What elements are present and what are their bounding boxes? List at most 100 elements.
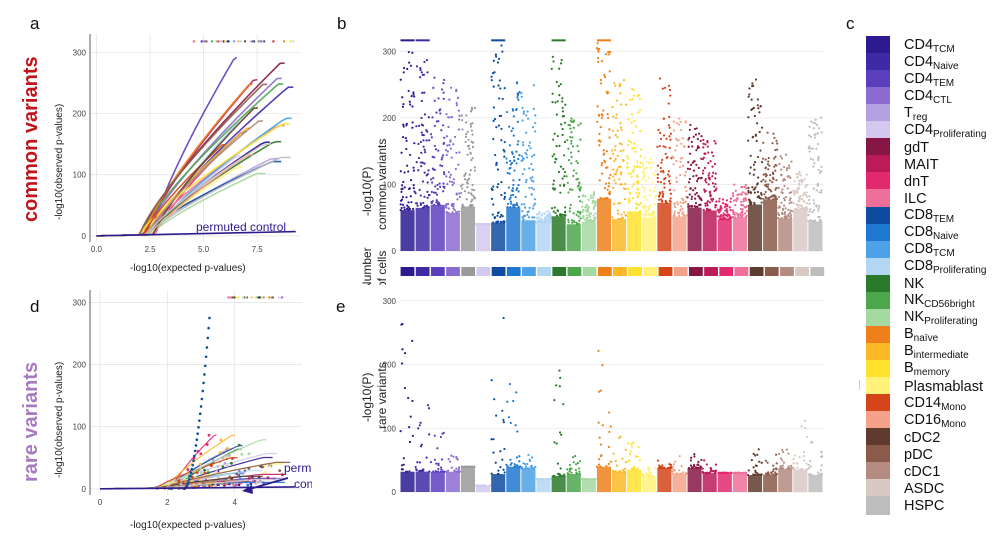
manhattan-point (597, 349, 600, 352)
legend-label: ILC (904, 191, 927, 207)
manhattan-point (600, 161, 604, 165)
manhattan-point (653, 186, 657, 189)
legend-label: CD8Proliferating (904, 258, 986, 276)
manhattan-point (592, 200, 596, 203)
manhattan-point (439, 185, 442, 189)
manhattan-point (706, 204, 709, 207)
manhattan-point (803, 192, 806, 195)
manhattan-point (709, 193, 712, 196)
manhattan-base (400, 210, 415, 251)
manhattan-point (513, 159, 516, 162)
manhattan-base (460, 206, 476, 251)
qq-point (207, 326, 210, 330)
manhattan-point (423, 162, 426, 165)
manhattan-point (781, 459, 784, 462)
manhattan-point (648, 204, 652, 207)
manhattan-point (722, 212, 725, 215)
panel-letter-e: e (336, 297, 346, 316)
manhattan-point (435, 462, 438, 465)
manhattan-point (467, 144, 471, 148)
manhattan-point (539, 221, 543, 224)
legend-item: CD14Mono (866, 394, 966, 414)
manhattan-point (694, 197, 697, 200)
manhattan-point (408, 187, 411, 191)
manhattan-point (753, 161, 757, 164)
manhattan-point (455, 467, 458, 470)
manhattan-point (401, 468, 404, 471)
legend-label-base: CD8 (904, 241, 934, 258)
qq-saturated-point (267, 296, 270, 299)
manhattan-point (421, 133, 424, 137)
manhattan-point (528, 206, 531, 209)
manhattan-point (469, 169, 472, 172)
manhattan-point (737, 471, 741, 474)
manhattan-point (772, 468, 775, 471)
manhattan-point (547, 478, 551, 481)
manhattan-point (455, 193, 458, 196)
manhattan-point (800, 425, 803, 428)
manhattan-point (648, 468, 651, 472)
manhattan-point (464, 172, 467, 175)
manhattan-point (571, 221, 574, 224)
manhattan-point (423, 113, 427, 116)
manhattan-point (653, 196, 656, 199)
qq-point (199, 471, 203, 474)
manhattan-point (426, 181, 429, 184)
manhattan-point (529, 147, 532, 150)
manhattan-point (437, 467, 440, 471)
manhattan-point (775, 462, 778, 465)
qq-point (247, 466, 251, 470)
manhattan-point (597, 458, 601, 461)
manhattan-point (729, 200, 732, 203)
legend-item: NKCD56bright (866, 291, 975, 311)
manhattan-point (646, 208, 650, 212)
manhattan-point (522, 218, 525, 221)
manhattan-base (551, 216, 566, 251)
manhattan-point (509, 205, 512, 209)
manhattan-point (493, 216, 496, 219)
manhattan-point (663, 186, 666, 189)
rare-variants-label: rare variants (20, 361, 42, 482)
manhattan-point (744, 193, 748, 196)
manhattan-point (703, 459, 706, 462)
manhattan-point (752, 163, 755, 166)
manhattan-point (720, 471, 724, 474)
manhattan-point (713, 162, 717, 166)
manhattan-point (630, 121, 633, 124)
manhattan-point (494, 53, 497, 56)
permuted-control-line (100, 486, 296, 490)
manhattan-point (419, 194, 422, 197)
manhattan-point (581, 201, 584, 204)
manhattan-point (433, 124, 436, 128)
manhattan-point (466, 153, 469, 156)
manhattan-point (423, 171, 426, 174)
cells-bar-segment (582, 267, 597, 276)
manhattan-point (408, 440, 412, 444)
manhattan-point (528, 186, 531, 189)
legend-label-sub: Proliferating (933, 128, 987, 140)
manhattan-point (446, 469, 450, 472)
manhattan-point (787, 175, 790, 178)
manhattan-point (484, 484, 488, 487)
manhattan-point (589, 194, 592, 197)
manhattan-point (445, 211, 448, 214)
manhattan-point (787, 452, 790, 455)
manhattan-point (643, 195, 646, 198)
manhattan-point (684, 185, 687, 188)
manhattan-point (713, 189, 716, 193)
manhattan-point (450, 86, 453, 89)
manhattan-point (679, 173, 682, 177)
manhattan-point (506, 400, 509, 403)
legend-swatch (866, 172, 890, 192)
manhattan-point (690, 205, 693, 208)
manhattan-point (669, 138, 672, 141)
manhattan-point (751, 186, 754, 189)
manhattan-point (611, 129, 615, 132)
manhattan-point (497, 124, 501, 127)
manhattan-point (553, 153, 556, 156)
manhattan-point (786, 187, 789, 190)
manhattan-point (581, 205, 584, 208)
manhattan-point (493, 398, 496, 401)
cells-bar-segment (461, 267, 476, 276)
manhattan-point (413, 95, 416, 98)
